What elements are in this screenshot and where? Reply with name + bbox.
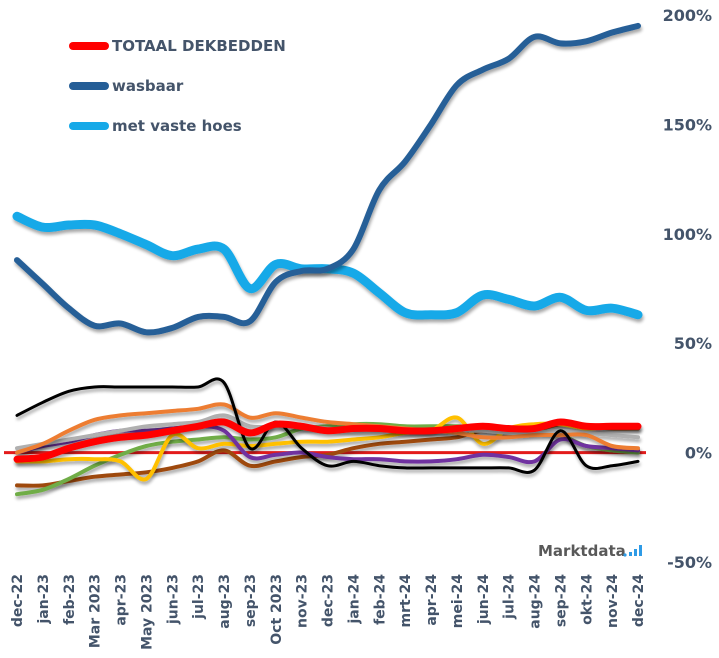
x-tick-label: jan-23: [36, 574, 52, 625]
x-tick-label: apr-23: [114, 574, 130, 626]
series-line-series-orange: [15, 402, 640, 455]
x-tick-label: nov-24: [605, 574, 621, 628]
y-tick-label: 0%: [685, 444, 712, 463]
y-tick-label: 50%: [674, 334, 712, 353]
legend-label: met vaste hoes: [112, 117, 242, 135]
brand-dot: [623, 553, 627, 557]
x-tick-label: dec-22: [10, 574, 26, 627]
x-tick-label: jul-24: [502, 574, 518, 620]
x-tick-label: okt-24: [579, 574, 595, 625]
y-tick-label: 200%: [663, 6, 712, 25]
legend: TOTAAL DEKBEDDEN wasbaar met vaste hoes: [69, 37, 286, 135]
y-axis: 200% 150% 100% 50% 0% -50%: [663, 6, 712, 572]
legend-item: TOTAAL DEKBEDDEN: [69, 37, 286, 55]
series-line-totaal-dekbedden: [13, 418, 642, 463]
legend-label: TOTAAL DEKBEDDEN: [112, 37, 286, 55]
series-line-wasbaar: [14, 22, 641, 336]
x-axis: dec-22 jan-23 feb-23 Mar 2023 apr-23 May 2023…: [10, 574, 647, 650]
x-tick-label: Mar 2023: [88, 574, 104, 648]
brand-text: Marktdata: [538, 542, 626, 560]
series-layer: [12, 22, 643, 497]
x-tick-label: jun-24: [476, 574, 492, 625]
x-tick-label: mei-24: [450, 574, 466, 628]
brand-bar: [634, 549, 637, 556]
x-tick-label: aug-23: [217, 574, 233, 629]
x-tick-label: jun-23: [165, 574, 181, 625]
x-tick-label: feb-23: [62, 574, 78, 625]
x-tick-label: May 2023: [139, 574, 155, 650]
series-line-series-black: [15, 377, 640, 474]
y-tick-label: 100%: [663, 225, 712, 244]
x-tick-label: dec-24: [631, 574, 647, 627]
x-tick-label: nov-23: [295, 574, 311, 628]
brand-logo: Marktdata: [538, 542, 642, 560]
series-line-series-yellow: [15, 415, 640, 482]
x-tick-label: jan-24: [346, 574, 362, 625]
brand-bar: [639, 545, 642, 556]
y-tick-label: -50%: [667, 553, 712, 572]
x-tick-label: jul-23: [191, 574, 207, 620]
legend-label: wasbaar: [112, 77, 184, 95]
brand-bar: [629, 552, 632, 556]
bar-chart-icon: [623, 545, 642, 557]
legend-item: met vaste hoes: [69, 117, 242, 135]
legend-item: wasbaar: [69, 77, 184, 95]
x-tick-label: dec-23: [321, 574, 337, 627]
x-tick-label: aug-24: [528, 574, 544, 629]
x-tick-label: apr-24: [424, 574, 440, 626]
x-tick-label: feb-24: [372, 574, 388, 625]
y-tick-label: 150%: [663, 115, 712, 134]
x-tick-label: mrt-24: [398, 574, 414, 628]
x-tick-label: sep-24: [553, 574, 569, 627]
x-tick-label: Oct 2023: [269, 574, 285, 645]
x-tick-label: sep-23: [243, 574, 259, 627]
